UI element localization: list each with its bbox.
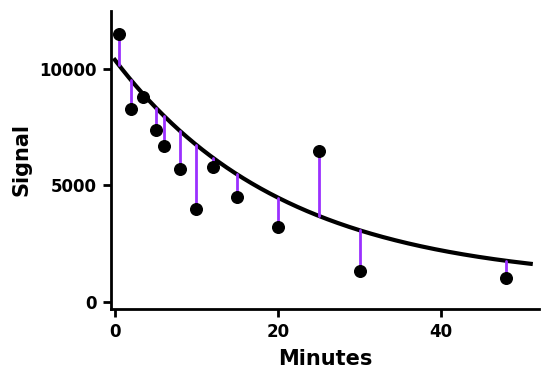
- Point: [502, 276, 511, 282]
- Point: [273, 224, 282, 230]
- Y-axis label: Signal: Signal: [11, 124, 31, 196]
- Point: [192, 206, 201, 212]
- Point: [139, 94, 148, 100]
- Point: [127, 106, 136, 112]
- Point: [114, 31, 123, 37]
- Point: [315, 147, 323, 154]
- Point: [176, 166, 185, 172]
- Point: [233, 194, 241, 200]
- Point: [208, 164, 217, 170]
- Point: [160, 143, 168, 149]
- Point: [151, 127, 160, 133]
- X-axis label: Minutes: Minutes: [278, 349, 372, 369]
- Point: [355, 268, 364, 274]
